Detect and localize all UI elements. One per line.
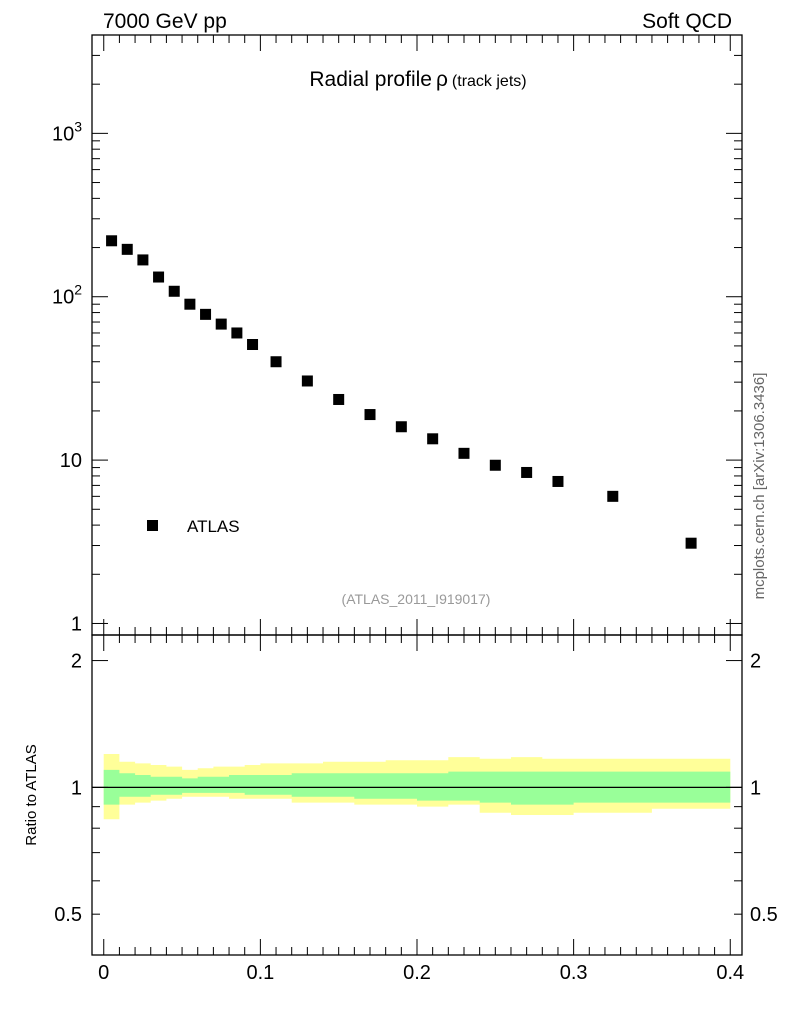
ratio-y-tick-label-right: 1 — [750, 777, 761, 799]
data-point — [521, 466, 533, 478]
ratio-y-tick-label-right: 2 — [750, 651, 761, 673]
tick-label-base: 10 — [52, 287, 74, 309]
data-point — [552, 475, 564, 487]
data-point — [200, 308, 212, 320]
data-point — [168, 285, 180, 297]
ratio-y-tick-label-right: 0.5 — [750, 904, 778, 926]
data-point — [427, 433, 439, 445]
plot-title-main: Radial profile — [309, 68, 432, 91]
plot-title-symbol: ρ — [436, 68, 448, 91]
data-point — [184, 298, 196, 310]
data-point — [685, 537, 697, 549]
data-point — [607, 490, 619, 502]
ratio-x-tick-label: 0 — [98, 962, 109, 984]
side-source-label: mcplots.cern.ch [arXiv:1306.3436] — [751, 373, 768, 600]
ratio-x-tick-label: 0.3 — [560, 962, 588, 984]
tick-label-exponent: 3 — [74, 118, 82, 134]
ratio-uncertainty-bands — [103, 754, 731, 820]
ratio-y-tick-labels: 0.5 0.5 1 1 2 2 — [54, 651, 778, 927]
tick-label-base: 10 — [52, 123, 74, 145]
plot-title-sub: (track jets) — [452, 73, 527, 90]
data-point — [215, 318, 227, 330]
main-y-tick-label: 1 — [71, 613, 82, 635]
data-point — [458, 447, 470, 459]
main-plot-frame — [91, 34, 743, 636]
ratio-y-axis-label: Ratio to ATLAS — [23, 744, 40, 845]
analysis-reference: (ATLAS_2011_I919017) — [342, 591, 491, 607]
ratio-x-tick-label: 0.4 — [716, 962, 744, 984]
data-point — [121, 243, 133, 255]
main-y-tick-label: 102 — [52, 282, 82, 309]
ratio-y-tick-label-left: 0.5 — [54, 904, 82, 926]
data-point — [489, 459, 501, 471]
main-y-tick-label: 103 — [52, 118, 82, 145]
tick-label-exponent: 2 — [74, 282, 82, 298]
ratio-y-tick-label-left: 1 — [71, 777, 82, 799]
main-y-tick-label: 10 — [60, 450, 82, 472]
main-axis-ticks — [92, 34, 742, 635]
ratio-x-tick-label: 0.1 — [246, 962, 274, 984]
ratio-x-tick-labels: 0 0.1 0.2 0.3 0.4 — [98, 962, 744, 984]
header-category-label: Soft QCD — [642, 10, 732, 33]
data-point — [137, 254, 149, 266]
header-energy-label: 7000 GeV pp — [103, 10, 227, 33]
ratio-plot-panel: 0.5 0.5 1 1 2 2 0 0.1 0.2 0.3 0.4 Ratio to ATLAS — [23, 634, 778, 984]
legend-marker — [147, 520, 158, 531]
data-point — [395, 421, 407, 433]
data-point — [364, 409, 376, 421]
data-point — [106, 235, 118, 247]
plot-title: Radial profile ρ (track jets) — [309, 68, 526, 91]
data-point — [301, 375, 313, 387]
data-point — [231, 327, 243, 339]
ratio-x-tick-label: 0.2 — [403, 962, 431, 984]
ratio-y-tick-label-left: 2 — [71, 651, 82, 673]
data-point — [247, 339, 259, 351]
data-point — [270, 356, 282, 368]
data-point — [153, 271, 165, 283]
legend-label: ATLAS — [187, 517, 240, 536]
atlas-data-points — [106, 235, 697, 549]
data-point — [333, 393, 345, 405]
ratio-axis-ticks — [92, 635, 742, 956]
